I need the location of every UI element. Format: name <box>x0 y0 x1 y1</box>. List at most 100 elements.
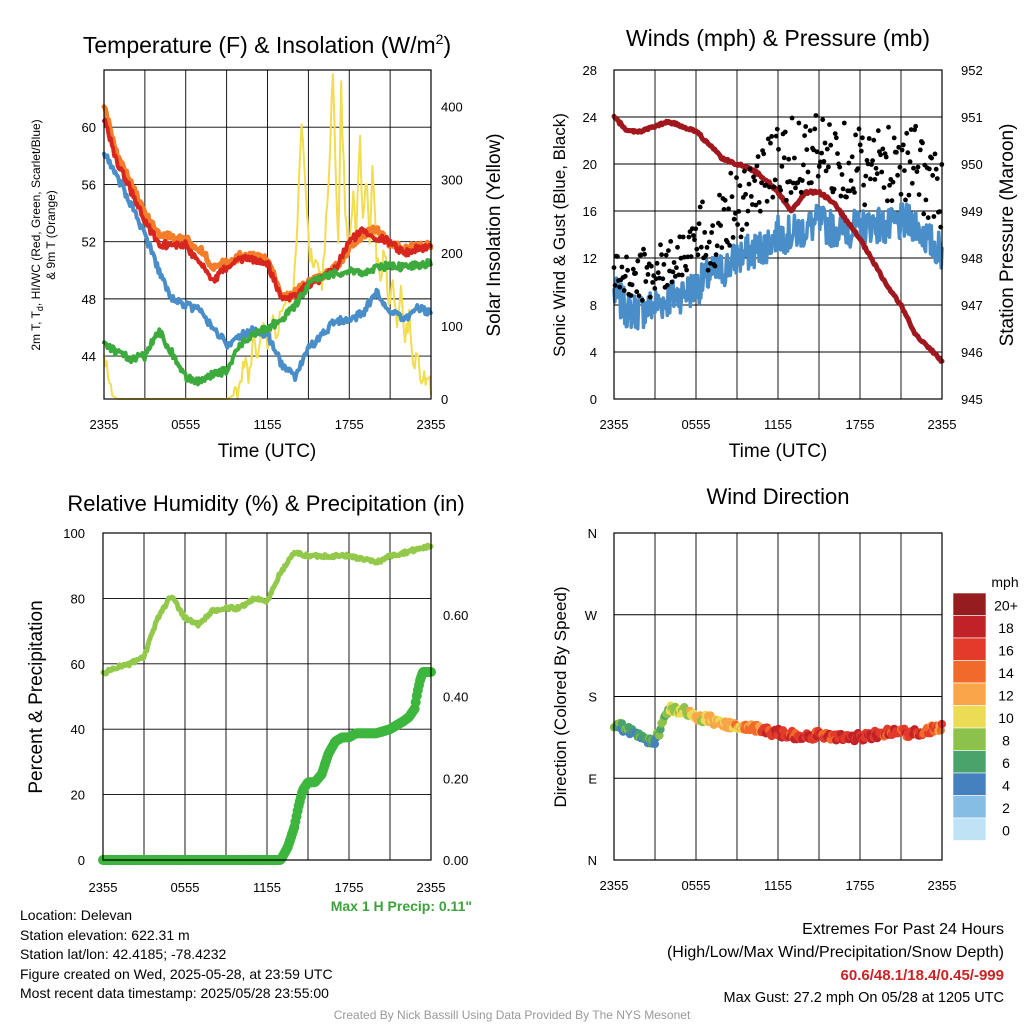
x-tick-label: 1155 <box>764 417 792 432</box>
gust-point <box>735 222 740 227</box>
legend-label: 16 <box>998 643 1014 659</box>
gust-point <box>801 162 806 168</box>
gust-point <box>643 279 649 284</box>
gust-point <box>917 147 923 153</box>
pressure-ylabel: Station Pressure (Maroon) <box>997 124 1018 347</box>
gust-point <box>828 142 834 148</box>
gust-point <box>743 191 748 197</box>
insolation-y-ticks: 0 100 200 300 400 <box>441 100 463 407</box>
gust-point <box>675 244 680 250</box>
gust-point <box>793 185 798 191</box>
direction-point <box>650 739 659 749</box>
x-tick-label: 0555 <box>682 878 711 893</box>
gust-point <box>674 265 679 271</box>
gust-point <box>930 173 936 178</box>
legend-label: 8 <box>1002 733 1010 749</box>
gust-point <box>776 146 781 152</box>
gust-point <box>677 234 683 240</box>
gust-point <box>738 234 744 240</box>
precip-y-ticks: 0.00 0.20 0.40 0.60 <box>443 608 468 868</box>
humidity-grid <box>103 533 431 860</box>
gust-point <box>642 251 647 257</box>
gust-point <box>819 150 824 156</box>
gust-point <box>712 263 718 269</box>
temperature-plot-frame <box>103 69 432 400</box>
figure-created: Figure created on Wed, 2025-05-28, at 23… <box>20 965 333 982</box>
gust-point <box>822 140 828 146</box>
y2-tick-label: 947 <box>961 298 983 313</box>
gust-point <box>645 272 651 277</box>
gust-point <box>804 147 810 153</box>
gust-point <box>728 170 734 176</box>
gust-point <box>737 183 743 189</box>
gust-point <box>630 266 636 272</box>
gust-point <box>624 254 629 260</box>
gust-point <box>697 204 703 210</box>
station-info: Location: Delevan Station elevation: 622… <box>20 906 333 1004</box>
gust-point <box>866 136 872 141</box>
station-location: Location: Delevan <box>20 907 133 923</box>
gust-point <box>909 180 915 186</box>
gust-point <box>636 293 642 299</box>
gust-point <box>886 124 891 130</box>
gust-point <box>826 164 831 170</box>
gust-point <box>770 194 776 200</box>
gust-point <box>703 252 709 258</box>
y-tick-label: 100 <box>63 526 85 541</box>
y2-tick-label: 948 <box>961 251 983 266</box>
gust-point <box>644 265 650 270</box>
gust-point <box>685 254 691 260</box>
humidity-title: Relative Humidity (%) & Precipitation (i… <box>67 491 464 516</box>
station-latlon: Station lat/lon: 42.4185; -78.4232 <box>20 946 227 963</box>
y2-tick-label: 945 <box>961 392 983 407</box>
gust-point <box>658 242 663 248</box>
gust-point <box>640 297 645 303</box>
gust-point <box>746 181 752 187</box>
gust-point <box>781 155 787 161</box>
y-tick-label: 8 <box>590 298 597 313</box>
gust-point <box>789 115 795 121</box>
direction-tick-label: S <box>588 690 597 705</box>
x-tick-label: 1155 <box>254 417 282 432</box>
gust-point <box>881 185 887 191</box>
x-tick-label: 1755 <box>846 417 875 432</box>
gust-point <box>635 258 641 264</box>
gust-point <box>906 192 912 198</box>
direction-tick-label: N <box>588 853 597 868</box>
gust-point <box>848 178 854 184</box>
y2-tick-label: 946 <box>961 345 983 360</box>
gust-point <box>792 155 797 161</box>
gust-point <box>823 168 829 174</box>
gust-point <box>666 248 671 254</box>
temperature-title: Temperature (F) & Insolation (W/m2) <box>83 31 451 58</box>
gust-point <box>757 208 763 214</box>
gust-point <box>907 159 913 165</box>
gust-point <box>730 235 736 240</box>
gust-point <box>832 131 838 137</box>
gust-point <box>664 282 670 288</box>
station-elevation: Station elevation: 622.31 m <box>20 926 190 943</box>
gust-point <box>921 211 927 217</box>
x-tick-label: 2355 <box>417 417 446 432</box>
gust-point <box>911 165 916 171</box>
gust-point <box>887 182 892 188</box>
gust-point <box>736 209 742 214</box>
gust-point <box>802 133 807 139</box>
legend-swatch <box>952 660 987 684</box>
gust-point <box>744 221 750 227</box>
gust-point <box>839 172 845 177</box>
gust-point <box>729 194 735 200</box>
gust-point <box>799 178 805 183</box>
gust-point <box>850 186 856 192</box>
y2-tick-label: 0.40 <box>443 690 468 705</box>
gust-point <box>671 260 677 265</box>
gust-point <box>621 288 627 293</box>
y-tick-label: 4 <box>590 345 597 360</box>
gust-point <box>761 151 767 157</box>
gust-point <box>898 191 904 197</box>
gust-point <box>619 264 625 270</box>
humidity-ylabel: Percent & Precipitation <box>26 600 47 793</box>
humidity-plot-frame <box>102 532 432 861</box>
gust-point <box>670 269 676 275</box>
